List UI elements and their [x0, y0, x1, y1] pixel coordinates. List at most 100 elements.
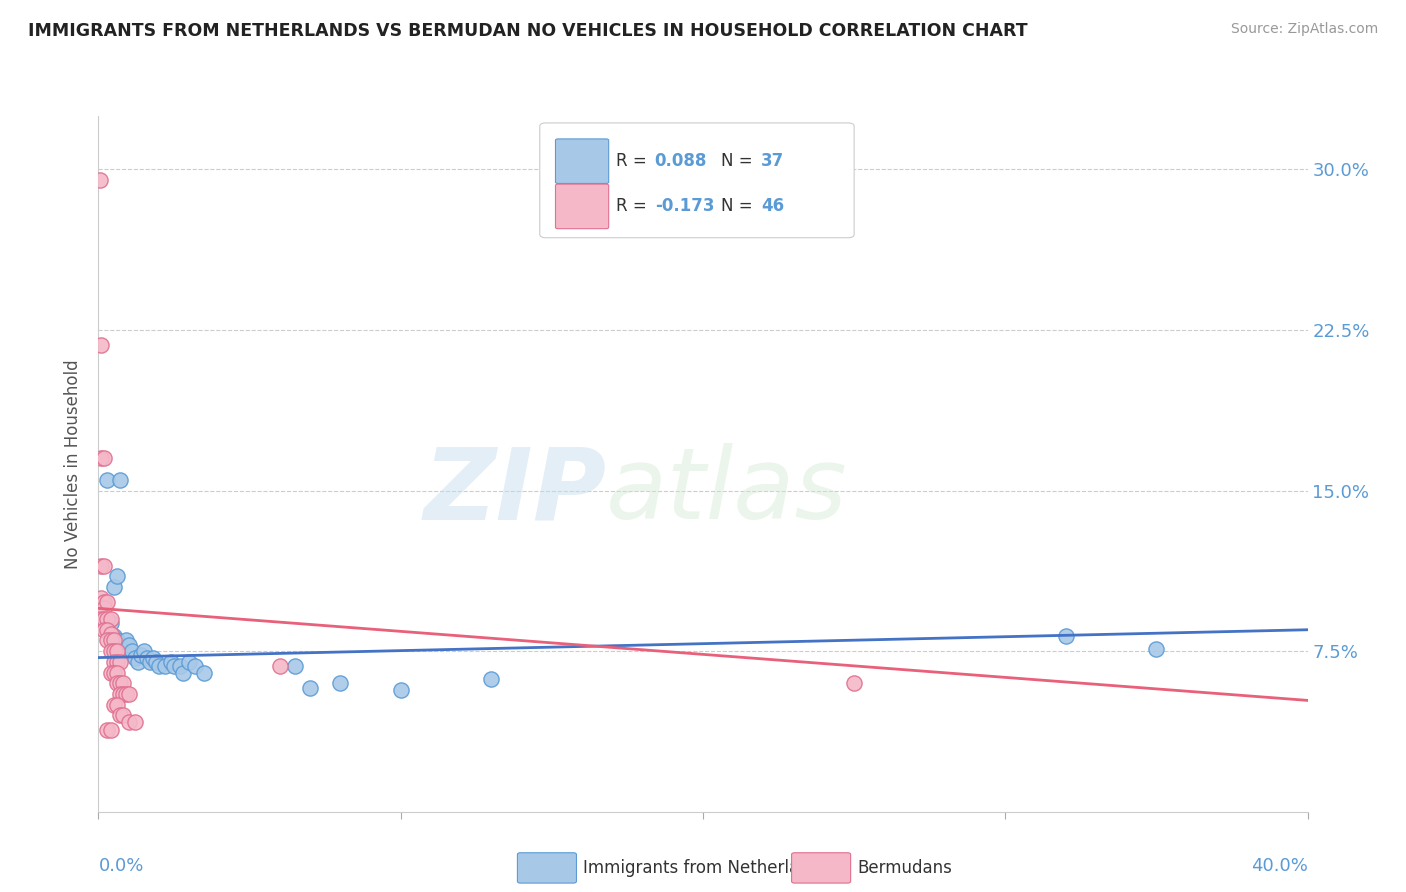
- Point: [100, 633, 122, 648]
- Point: [100, 616, 122, 631]
- Point: [111, 687, 134, 701]
- Text: atlas: atlas: [606, 443, 848, 541]
- Point: [139, 655, 162, 669]
- Text: 46: 46: [761, 197, 785, 215]
- Point: [129, 648, 152, 663]
- Point: [105, 676, 128, 690]
- Point: [153, 659, 176, 673]
- Text: 0.088: 0.088: [655, 153, 707, 170]
- Point: [90, 451, 112, 466]
- Text: 0.0%: 0.0%: [98, 857, 143, 875]
- Point: [124, 650, 146, 665]
- Point: [108, 638, 131, 652]
- Point: [89, 173, 111, 187]
- Y-axis label: No Vehicles in Household: No Vehicles in Household: [65, 359, 83, 569]
- Point: [93, 451, 115, 466]
- Point: [103, 633, 125, 648]
- Point: [96, 595, 118, 609]
- Point: [103, 629, 125, 643]
- Point: [389, 682, 412, 697]
- Text: 40.0%: 40.0%: [1251, 857, 1308, 875]
- Point: [96, 473, 118, 487]
- Point: [118, 638, 141, 652]
- Text: Source: ZipAtlas.com: Source: ZipAtlas.com: [1230, 22, 1378, 37]
- Point: [163, 659, 186, 673]
- Point: [100, 644, 122, 658]
- Point: [111, 644, 134, 658]
- Point: [118, 714, 141, 729]
- Point: [93, 558, 115, 573]
- Text: N =: N =: [721, 153, 758, 170]
- Point: [90, 558, 112, 573]
- Point: [114, 687, 136, 701]
- FancyBboxPatch shape: [540, 123, 855, 238]
- Point: [96, 612, 118, 626]
- Point: [93, 601, 115, 615]
- Point: [148, 659, 170, 673]
- Text: Bermudans: Bermudans: [858, 859, 952, 877]
- Text: ZIP: ZIP: [423, 443, 606, 541]
- Point: [135, 650, 157, 665]
- Point: [90, 338, 112, 352]
- Point: [481, 672, 503, 686]
- Point: [124, 714, 146, 729]
- Point: [114, 633, 136, 648]
- Point: [108, 473, 131, 487]
- Text: R =: R =: [616, 197, 652, 215]
- Point: [105, 633, 128, 648]
- Point: [169, 659, 191, 673]
- Point: [284, 659, 307, 673]
- Point: [105, 569, 128, 583]
- Point: [108, 708, 131, 723]
- Point: [93, 612, 115, 626]
- Point: [100, 723, 122, 738]
- Point: [103, 580, 125, 594]
- Text: 37: 37: [761, 153, 785, 170]
- Point: [193, 665, 215, 680]
- Point: [118, 687, 141, 701]
- Point: [90, 591, 112, 605]
- Text: IMMIGRANTS FROM NETHERLANDS VS BERMUDAN NO VEHICLES IN HOUSEHOLD CORRELATION CHA: IMMIGRANTS FROM NETHERLANDS VS BERMUDAN …: [28, 22, 1028, 40]
- Point: [93, 595, 115, 609]
- Point: [132, 644, 155, 658]
- Point: [96, 623, 118, 637]
- Point: [96, 623, 118, 637]
- Point: [1054, 629, 1077, 643]
- Point: [299, 681, 322, 695]
- FancyBboxPatch shape: [555, 184, 609, 228]
- Point: [103, 665, 125, 680]
- Point: [1144, 642, 1167, 657]
- Point: [103, 644, 125, 658]
- Point: [93, 623, 115, 637]
- Point: [108, 687, 131, 701]
- FancyBboxPatch shape: [555, 139, 609, 184]
- Point: [329, 676, 352, 690]
- Point: [160, 655, 183, 669]
- Point: [269, 659, 291, 673]
- Point: [121, 644, 143, 658]
- Point: [172, 665, 194, 680]
- Point: [100, 612, 122, 626]
- Point: [105, 644, 128, 658]
- Point: [111, 676, 134, 690]
- Point: [127, 655, 149, 669]
- Point: [96, 633, 118, 648]
- Point: [103, 655, 125, 669]
- Text: Immigrants from Netherlands: Immigrants from Netherlands: [583, 859, 830, 877]
- Point: [111, 708, 134, 723]
- Text: N =: N =: [721, 197, 758, 215]
- Text: R =: R =: [616, 153, 652, 170]
- Point: [105, 655, 128, 669]
- Point: [103, 698, 125, 712]
- Point: [105, 698, 128, 712]
- Point: [100, 627, 122, 641]
- Point: [184, 659, 207, 673]
- Point: [108, 655, 131, 669]
- Point: [90, 612, 112, 626]
- Text: -0.173: -0.173: [655, 197, 714, 215]
- Point: [145, 655, 167, 669]
- Point: [142, 650, 165, 665]
- Point: [179, 655, 201, 669]
- Point: [105, 665, 128, 680]
- Point: [100, 665, 122, 680]
